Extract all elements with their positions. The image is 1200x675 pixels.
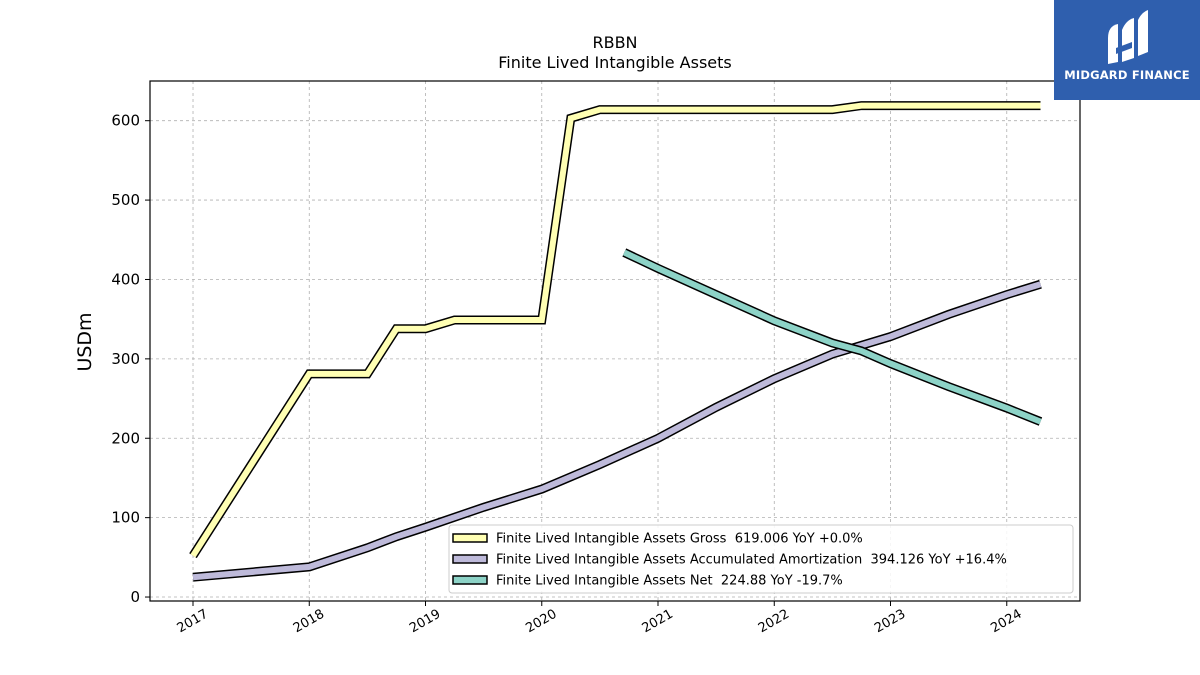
y-tick-label: 500 [111,191,140,209]
y-tick-label: 200 [111,429,140,447]
y-tick-label: 0 [130,588,140,606]
x-tick-label: 2023 [872,607,908,637]
legend-label-2: Finite Lived Intangible Assets Net 224.8… [496,574,843,589]
x-tick-label: 2021 [640,607,676,637]
brand-name: MIDGARD FINANCE [1064,68,1190,82]
series-lines [189,101,1043,582]
y-tick-label: 100 [111,509,140,527]
x-tick-label: 2019 [407,607,443,637]
x-tick-label: 2018 [291,607,327,637]
series-line-0 [190,102,1041,558]
y-tick-label: 300 [111,350,140,368]
legend: Finite Lived Intangible Assets Gross 619… [448,524,1074,594]
legend-swatch-0 [452,533,488,543]
legend-label-0: Finite Lived Intangible Assets Gross 619… [496,532,863,547]
y-axis-label: USDm [74,312,96,371]
legend-box [448,524,1074,594]
plot-frame [149,80,1081,602]
x-tick-label: 2020 [523,607,559,637]
x-tick-label: 2017 [175,607,211,637]
series-line-1 [192,281,1042,581]
grid [150,81,1080,601]
x-tick-label: 2022 [756,607,792,637]
midgard-logo-mark-icon [1108,10,1148,64]
x-tick-label: 2024 [988,607,1024,637]
series-line-2 [623,249,1042,425]
y-tick-label: 400 [111,270,140,288]
chart-subtitle: Finite Lived Intangible Assets [498,53,731,72]
y-tick-label: 600 [111,112,140,130]
legend-swatch-1 [452,554,488,564]
chart-title: RBBN [592,33,637,52]
midgard-finance-logo: MIDGARD FINANCE [1054,0,1200,100]
legend-label-1: Finite Lived Intangible Assets Accumulat… [496,553,1007,568]
legend-swatch-2 [452,575,488,585]
